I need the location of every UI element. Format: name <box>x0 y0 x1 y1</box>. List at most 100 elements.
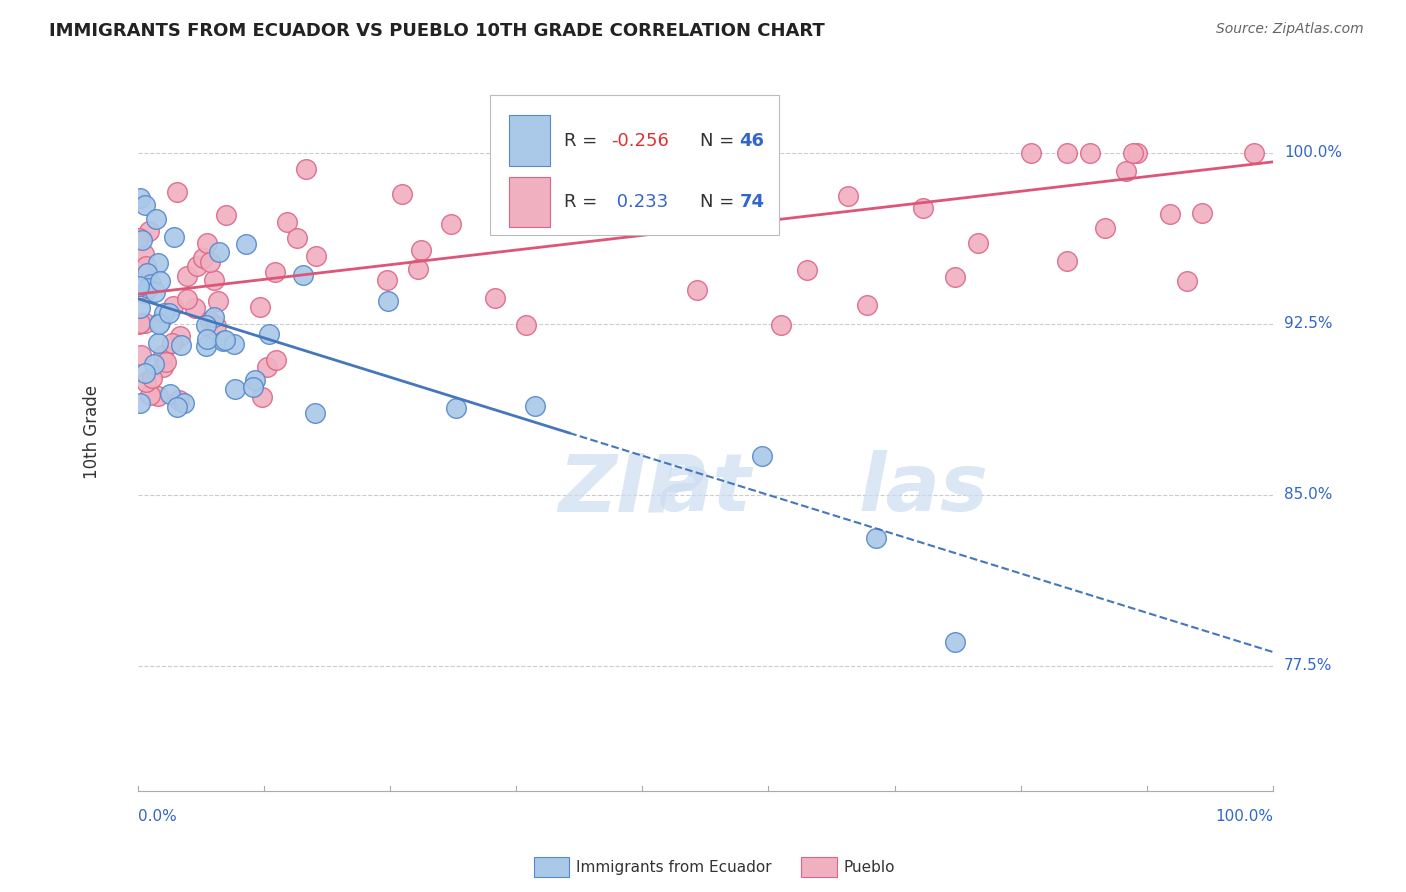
Text: R =: R = <box>564 193 603 211</box>
Point <box>276 215 298 229</box>
Point <box>285 230 308 244</box>
Text: N =: N = <box>700 132 740 150</box>
Point <box>524 209 547 223</box>
Point <box>149 273 172 287</box>
Point <box>575 169 598 184</box>
Point <box>159 387 181 401</box>
Point <box>141 277 163 291</box>
Point <box>686 283 709 297</box>
Point <box>703 184 725 198</box>
Text: 46: 46 <box>740 132 765 150</box>
Point <box>134 316 156 330</box>
Point <box>135 266 157 280</box>
Point <box>305 249 328 263</box>
Point <box>1191 206 1213 220</box>
Point <box>143 357 166 371</box>
Point <box>912 201 935 215</box>
Text: las: las <box>859 450 988 528</box>
Point <box>166 400 188 414</box>
Point <box>153 306 176 320</box>
Point <box>943 269 966 284</box>
Text: 0.0%: 0.0% <box>138 809 177 824</box>
Point <box>169 393 191 408</box>
Point <box>856 298 879 312</box>
Point <box>128 317 150 331</box>
Text: 77.5%: 77.5% <box>1284 658 1333 673</box>
Point <box>224 336 246 351</box>
Point <box>377 293 399 308</box>
Point <box>195 235 218 250</box>
Point <box>294 161 316 176</box>
Point <box>143 285 166 299</box>
Point <box>136 281 159 295</box>
Point <box>176 293 198 307</box>
Point <box>129 348 152 362</box>
Text: R =: R = <box>564 132 603 150</box>
Point <box>242 380 264 394</box>
Text: -0.256: -0.256 <box>612 132 669 150</box>
Point <box>212 334 235 348</box>
Text: 74: 74 <box>740 193 765 211</box>
Point <box>245 373 267 387</box>
Text: 10th Grade: 10th Grade <box>83 385 101 479</box>
Point <box>215 208 238 222</box>
Text: 0.233: 0.233 <box>612 193 668 211</box>
Point <box>1019 145 1042 160</box>
Point <box>264 353 287 368</box>
Point <box>250 390 273 404</box>
Point <box>263 264 285 278</box>
Point <box>166 185 188 199</box>
Point <box>191 252 214 266</box>
Point <box>214 333 236 347</box>
Point <box>128 191 150 205</box>
Point <box>194 318 217 332</box>
Point <box>134 198 156 212</box>
Point <box>224 382 246 396</box>
Point <box>967 235 990 250</box>
Point <box>751 449 773 463</box>
Point <box>163 229 186 244</box>
Point <box>155 354 177 368</box>
Point <box>184 301 207 315</box>
Point <box>146 389 169 403</box>
Text: 100.0%: 100.0% <box>1215 809 1272 824</box>
Point <box>411 243 433 257</box>
Point <box>200 314 222 328</box>
Point <box>202 310 225 325</box>
Point <box>146 255 169 269</box>
Point <box>152 348 174 362</box>
Point <box>205 318 228 333</box>
FancyBboxPatch shape <box>509 115 550 166</box>
Point <box>606 210 628 224</box>
Text: at: at <box>659 450 752 528</box>
Point <box>1159 206 1181 220</box>
Point <box>235 236 257 251</box>
Point <box>375 273 398 287</box>
Point <box>291 268 314 282</box>
Point <box>259 327 281 342</box>
Point <box>170 338 193 352</box>
Point <box>186 259 208 273</box>
Point <box>135 375 157 389</box>
Point <box>1243 145 1265 160</box>
Point <box>672 182 695 196</box>
Text: 100.0%: 100.0% <box>1284 145 1343 161</box>
Point <box>132 285 155 300</box>
Point <box>440 218 463 232</box>
Point <box>146 335 169 350</box>
Point <box>131 233 153 247</box>
Point <box>1177 274 1199 288</box>
Point <box>207 293 229 308</box>
Text: Immigrants from Ecuador: Immigrants from Ecuador <box>576 860 772 874</box>
Point <box>129 396 152 410</box>
Point <box>200 255 222 269</box>
Point <box>195 339 218 353</box>
Point <box>1126 145 1149 160</box>
Point <box>484 292 506 306</box>
Point <box>865 531 887 545</box>
Point <box>139 388 162 402</box>
Point <box>770 318 793 332</box>
Point <box>796 262 818 277</box>
Point <box>406 262 429 277</box>
Point <box>162 336 184 351</box>
